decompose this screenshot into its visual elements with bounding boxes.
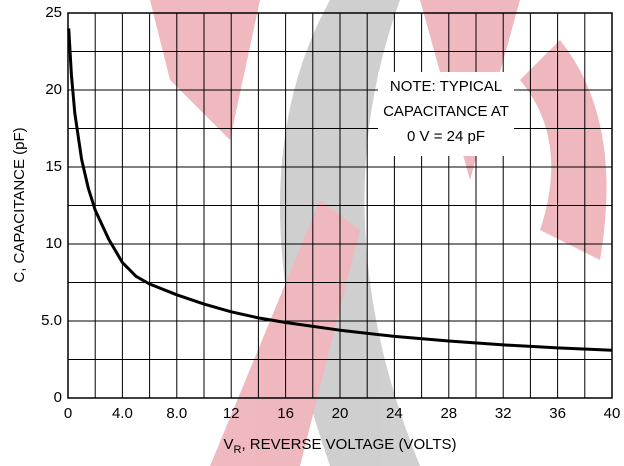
- watermark: [150, 0, 607, 466]
- x-label-main: V: [223, 436, 233, 453]
- x-tick-label: 28: [440, 405, 457, 422]
- x-tick-label: 36: [549, 405, 566, 422]
- note-box: [378, 72, 514, 156]
- x-tick-label: 32: [495, 405, 512, 422]
- y-tick-label: 5.0: [41, 312, 62, 329]
- y-tick-label: 15: [45, 158, 62, 175]
- x-tick-label: 24: [386, 405, 403, 422]
- y-tick-label: 0: [54, 389, 62, 406]
- plot-frame: [67, 12, 613, 399]
- x-tick-label: 8.0: [166, 405, 187, 422]
- x-tick-label: 20: [332, 405, 349, 422]
- x-tick-label: 4.0: [112, 405, 133, 422]
- note-text: 0 V = 24 pF: [407, 128, 485, 145]
- x-label-sub: R: [234, 444, 242, 456]
- note-text: NOTE: TYPICAL: [390, 78, 502, 95]
- note-text: CAPACITANCE AT: [383, 103, 509, 120]
- y-tick-label: 10: [45, 235, 62, 252]
- x-tick-label: 40: [604, 405, 621, 422]
- y-axis-label: C, CAPACITANCE (pF): [11, 127, 28, 282]
- x-label-rest: , REVERSE VOLTAGE (VOLTS): [241, 436, 456, 453]
- x-tick-label: 0: [64, 405, 72, 422]
- capacitance-curve: [67, 28, 613, 352]
- y-tick-label: 20: [45, 81, 62, 98]
- x-axis-label: VR, REVERSE VOLTAGE (VOLTS): [223, 436, 456, 456]
- y-tick-label: 25: [45, 4, 62, 21]
- x-tick-label: 16: [277, 405, 294, 422]
- x-tick-label: 12: [223, 405, 240, 422]
